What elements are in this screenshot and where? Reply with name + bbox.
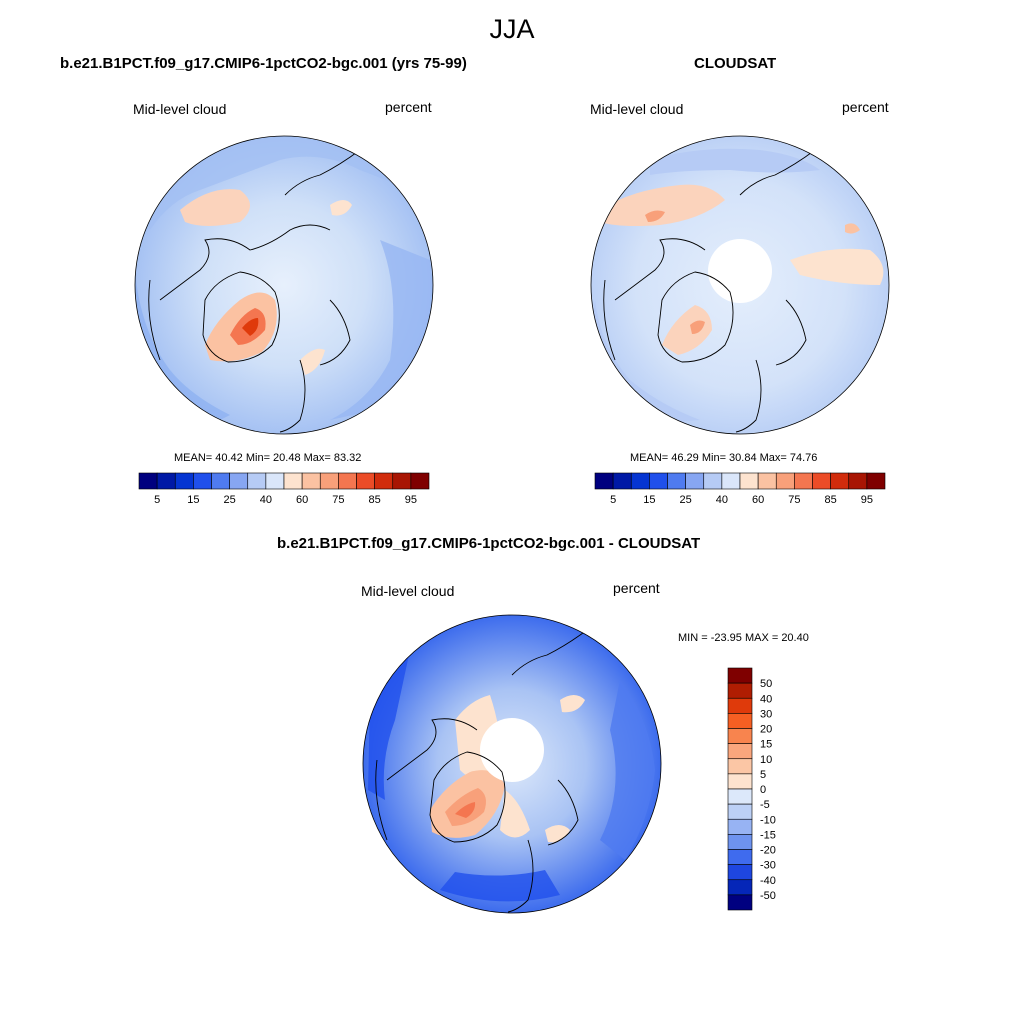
panel2-title: CLOUDSAT	[694, 55, 777, 72]
colorbar-tick-label: 60	[752, 494, 764, 506]
colorbar-box	[830, 472, 850, 490]
panel3-variable-label: Mid-level cloud	[361, 583, 455, 599]
colorbar-box	[630, 472, 650, 490]
colorbar-box	[727, 728, 753, 744]
colorbar-box	[211, 472, 230, 490]
colorbar-tick-label: -10	[760, 814, 776, 826]
colorbar-box	[727, 758, 753, 775]
colorbar-box	[727, 713, 753, 729]
colorbar-tick-label: 15	[760, 739, 772, 751]
panel2-units-label: percent	[842, 99, 889, 115]
colorbar-tick-label: 85	[369, 494, 381, 506]
colorbar-box	[319, 472, 339, 490]
colorbar-box	[727, 803, 753, 820]
colorbar-tick-label: 75	[332, 494, 344, 506]
colorbar-box	[612, 472, 632, 490]
colorbar-tick-label: 5	[610, 494, 616, 506]
colorbar-box	[866, 472, 886, 490]
colorbar-tick-label: -15	[760, 829, 776, 841]
colorbar-box	[775, 472, 795, 490]
colorbar-box	[727, 849, 753, 865]
colorbar-tick-label: 40	[716, 494, 728, 506]
colorbar-box	[410, 472, 430, 490]
colorbar-box	[812, 472, 831, 490]
panel2-stats: MEAN= 46.29 Min= 30.84 Max= 74.76	[630, 452, 818, 464]
colorbar-tick-label: -20	[760, 845, 776, 857]
panel3-units-label: percent	[613, 580, 660, 596]
panel2-variable-label: Mid-level cloud	[590, 101, 684, 117]
colorbar-tick-label: -50	[760, 890, 776, 902]
colorbar-box	[301, 472, 321, 490]
colorbar-tick-label: 5	[760, 769, 766, 781]
panel3-minmax: MIN = -23.95 MAX = 20.40	[678, 632, 809, 644]
colorbar-box	[727, 894, 753, 911]
colorbar-box	[685, 472, 705, 490]
colorbar-tick-label: 60	[296, 494, 308, 506]
panel2-colorbar: 5 15 25 40 60 75 85 95	[594, 472, 886, 506]
colorbar-tick-label: 25	[224, 494, 236, 506]
colorbar-tick-label: -40	[760, 875, 776, 887]
colorbar-box	[356, 472, 375, 490]
colorbar-box	[193, 472, 212, 490]
colorbar-box	[727, 773, 753, 790]
colorbar-box	[727, 818, 753, 835]
panel1-variable-label: Mid-level cloud	[133, 101, 227, 117]
colorbar-box	[848, 472, 868, 490]
colorbar-box	[156, 472, 176, 490]
panel1-title: b.e21.B1PCT.f09_g17.CMIP6-1pctCO2-bgc.00…	[60, 55, 467, 72]
colorbar-box	[174, 472, 194, 490]
colorbar-tick-label: 95	[405, 494, 417, 506]
colorbar-box	[229, 472, 249, 490]
panel2-map	[590, 135, 890, 435]
colorbar-tick-label: 15	[643, 494, 655, 506]
panel3-title: b.e21.B1PCT.f09_g17.CMIP6-1pctCO2-bgc.00…	[277, 535, 701, 552]
colorbar-tick-label: 50	[760, 678, 772, 690]
colorbar-tick-label: 85	[825, 494, 837, 506]
panel3-map	[362, 614, 662, 914]
colorbar-box	[727, 667, 753, 684]
colorbar-tick-label: -5	[760, 799, 770, 811]
colorbar-box	[727, 743, 753, 760]
panel1-stats: MEAN= 40.42 Min= 20.48 Max= 83.32	[174, 452, 362, 464]
colorbar-box	[727, 879, 753, 896]
colorbar-box	[703, 472, 723, 490]
colorbar-box	[338, 472, 357, 490]
colorbar-box	[757, 472, 777, 490]
colorbar-box	[247, 472, 267, 490]
colorbar-tick-label: 40	[260, 494, 272, 506]
colorbar-box	[727, 788, 753, 805]
colorbar-tick-label: 20	[760, 724, 772, 736]
colorbar-box	[649, 472, 668, 490]
colorbar-tick-label: 25	[680, 494, 692, 506]
colorbar-tick-label: 10	[760, 754, 772, 766]
colorbar-box	[138, 472, 158, 490]
colorbar-box	[265, 472, 285, 490]
colorbar-tick-label: -30	[760, 860, 776, 872]
colorbar-box	[727, 682, 753, 699]
panel1-colorbar: 5 15 25 40 60 75 85 95	[138, 472, 430, 506]
panel1-map	[134, 135, 434, 435]
colorbar-box	[727, 864, 753, 881]
colorbar-tick-label: 5	[154, 494, 160, 506]
colorbar-box	[594, 472, 614, 490]
colorbar-box	[667, 472, 686, 490]
colorbar-tick-label: 95	[861, 494, 873, 506]
figure-title: JJA	[489, 14, 535, 44]
colorbar-tick-label: 75	[788, 494, 800, 506]
colorbar-box	[739, 472, 759, 490]
colorbar-tick-label: 40	[760, 693, 772, 705]
colorbar-box	[727, 697, 753, 714]
colorbar-box	[794, 472, 813, 490]
colorbar-box	[721, 472, 741, 490]
colorbar-box	[283, 472, 303, 490]
colorbar-box	[392, 472, 412, 490]
colorbar-tick-label: 0	[760, 784, 766, 796]
colorbar-tick-label: 15	[187, 494, 199, 506]
colorbar-box	[374, 472, 394, 490]
colorbar-tick-label: 30	[760, 708, 772, 720]
panel1-units-label: percent	[385, 99, 432, 115]
colorbar-box	[727, 834, 753, 850]
